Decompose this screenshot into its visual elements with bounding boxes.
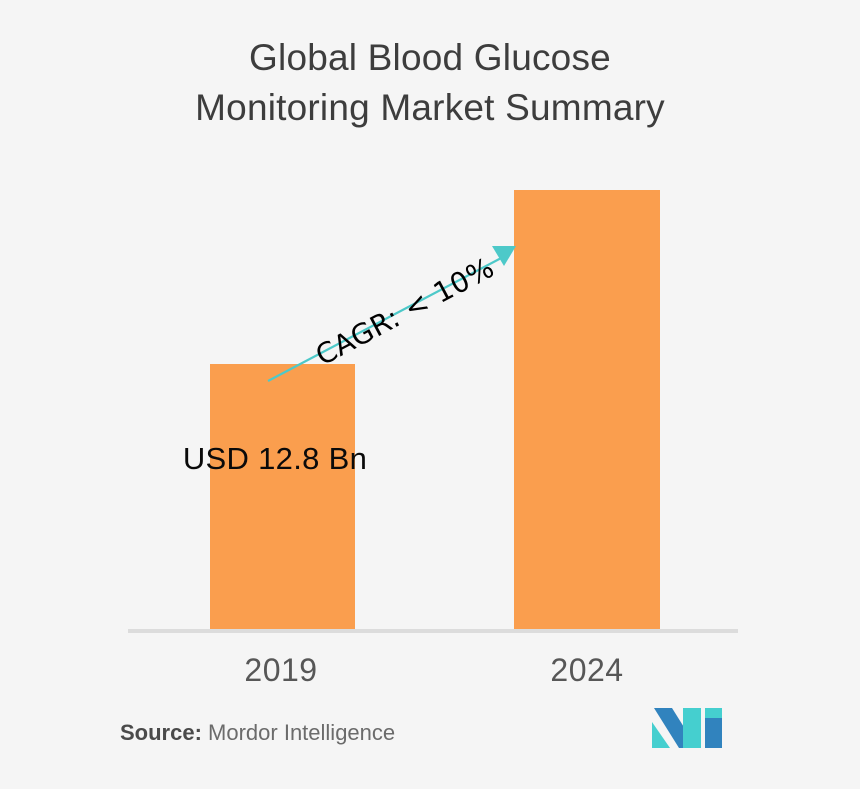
cagr-annotation-label: CAGR: < 10% bbox=[310, 250, 500, 373]
page-title: Global Blood Glucose Monitoring Market S… bbox=[195, 37, 665, 128]
source-caption: Source: Mordor Intelligence bbox=[120, 720, 395, 746]
x-tick-label-2019: 2019 bbox=[244, 652, 318, 688]
source-label: Source: bbox=[120, 720, 202, 745]
mordor-intelligence-logo-icon bbox=[652, 708, 722, 748]
x-tick-label-2024: 2024 bbox=[550, 652, 624, 688]
bar-2024 bbox=[514, 190, 660, 630]
x-axis-line bbox=[128, 629, 738, 633]
bar-value-label-2019: USD 12.8 Bn bbox=[182, 441, 368, 476]
bar-2019 bbox=[210, 364, 355, 630]
source-value: Mordor Intelligence bbox=[201, 720, 396, 745]
